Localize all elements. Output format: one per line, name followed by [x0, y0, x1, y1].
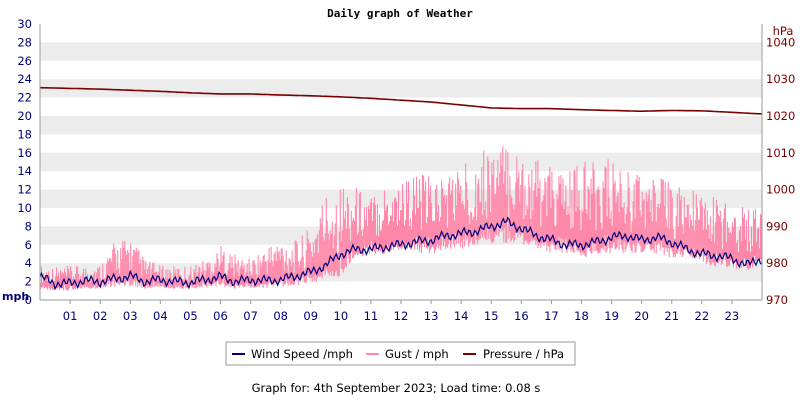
left-tick-label: 12 [17, 183, 32, 197]
x-tick-label: 22 [695, 309, 710, 323]
right-tick-label: 980 [766, 256, 788, 270]
x-tick-label: 13 [424, 309, 439, 323]
right-tick-label: 1000 [766, 183, 795, 197]
chart-title: Daily graph of Weather [327, 7, 473, 20]
left-tick-label: 8 [25, 219, 32, 233]
left-tick-label: 22 [17, 91, 32, 105]
left-axis-unit: mph [2, 290, 29, 303]
legend-label-pressure: Pressure / hPa [483, 347, 564, 361]
pressure-line [39, 86, 762, 115]
x-tick-label: 07 [243, 309, 258, 323]
right-tick-label: 1040 [766, 35, 795, 49]
left-tick-label: 4 [25, 256, 32, 270]
x-tick-label: 10 [334, 309, 349, 323]
legend-box [225, 341, 576, 366]
grid-band [40, 79, 762, 98]
x-tick-label: 14 [454, 309, 469, 323]
right-tick-label: 970 [766, 293, 788, 307]
x-tick-label: 08 [273, 309, 288, 323]
x-tick-label: 19 [604, 309, 619, 323]
x-tick-label: 01 [63, 309, 78, 323]
right-tick-label: 1030 [766, 72, 795, 86]
x-axis-ticks: 01 02 03 04 05 06 07 08 09 10 11 12 13 14 15 16 17 18 19 20… [63, 300, 739, 323]
x-tick-label: 16 [514, 309, 529, 323]
left-tick-label: 18 [17, 127, 32, 141]
x-tick-label: 21 [664, 309, 679, 323]
grid-band [40, 189, 762, 208]
right-tick-label: 1020 [766, 109, 795, 123]
x-tick-label: 15 [484, 309, 499, 323]
grid-band [40, 152, 762, 172]
right-tick-label: 990 [766, 219, 788, 233]
left-tick-label: 6 [25, 238, 32, 252]
wind-speed-line [39, 216, 762, 291]
left-tick-label: 0 [25, 293, 32, 307]
x-tick-label: 05 [183, 309, 198, 323]
legend: Wind Speed /mph Gust / mph Pressure / hP… [225, 341, 576, 366]
x-tick-label: 09 [303, 309, 318, 323]
left-tick-label: 16 [17, 146, 32, 160]
left-tick-label: 26 [17, 54, 32, 68]
left-tick-label: 20 [17, 109, 32, 123]
line-series [39, 86, 762, 291]
x-tick-label: 12 [394, 309, 409, 323]
x-tick-label: 02 [93, 309, 108, 323]
left-tick-label: 24 [17, 72, 32, 86]
left-tick-label: 10 [17, 201, 32, 215]
right-axis-ticks: 970 980 990 1000 1010 1020 1030 1040 [766, 35, 795, 307]
x-tick-label: 17 [544, 309, 559, 323]
legend-label-wind: Wind Speed /mph [251, 347, 353, 361]
left-tick-label: 2 [25, 275, 32, 289]
x-tick-label: 04 [153, 309, 168, 323]
left-tick-label: 28 [17, 35, 32, 49]
legend-label-gust: Gust / mph [385, 347, 449, 361]
left-tick-label: 14 [17, 164, 32, 178]
x-tick-label: 03 [123, 309, 138, 323]
x-tick-label: 06 [213, 309, 228, 323]
x-tick-label: 23 [725, 309, 740, 323]
grid-band [40, 116, 762, 135]
x-tick-label: 11 [364, 309, 379, 323]
grid-band [40, 42, 762, 61]
footer-text: Graph for: 4th September 2023; Load time… [252, 381, 541, 395]
right-axis-unit: hPa [773, 24, 794, 38]
x-tick-label: 20 [634, 309, 649, 323]
left-tick-label: 30 [17, 17, 32, 31]
x-tick-label: 18 [574, 309, 589, 323]
right-tick-label: 1010 [766, 146, 795, 160]
